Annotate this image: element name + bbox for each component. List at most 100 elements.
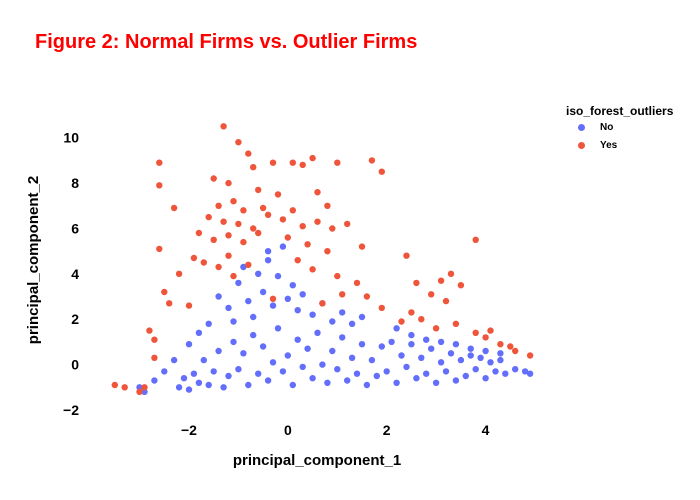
point-no bbox=[467, 352, 474, 359]
point-no bbox=[299, 363, 306, 371]
point-yes bbox=[442, 297, 450, 305]
point-yes bbox=[289, 159, 296, 166]
point-yes bbox=[329, 225, 336, 232]
x-tick-label: 0 bbox=[284, 422, 292, 438]
point-no bbox=[136, 384, 143, 391]
point-yes bbox=[264, 211, 272, 218]
point-no bbox=[240, 263, 247, 271]
point-yes bbox=[190, 254, 198, 262]
legend-label-no: No bbox=[600, 121, 614, 133]
legend-item-yes[interactable]: Yes bbox=[578, 136, 673, 154]
point-yes bbox=[146, 327, 153, 334]
data-points bbox=[111, 123, 534, 395]
point-no bbox=[195, 329, 203, 336]
point-no bbox=[512, 366, 519, 373]
point-yes bbox=[452, 320, 460, 327]
point-no bbox=[353, 370, 361, 377]
point-yes bbox=[215, 263, 222, 271]
point-no bbox=[264, 377, 272, 384]
point-yes bbox=[294, 257, 301, 264]
point-no bbox=[255, 270, 262, 277]
point-no bbox=[274, 272, 282, 280]
point-no bbox=[457, 356, 465, 364]
point-yes bbox=[225, 232, 232, 239]
point-no bbox=[497, 350, 504, 357]
point-no bbox=[423, 370, 430, 377]
point-no bbox=[289, 381, 296, 389]
point-no bbox=[151, 377, 158, 384]
point-yes bbox=[195, 229, 203, 237]
point-yes bbox=[245, 150, 252, 157]
point-no bbox=[403, 363, 410, 371]
point-yes bbox=[230, 198, 237, 205]
point-yes bbox=[250, 164, 257, 171]
point-yes bbox=[299, 161, 306, 169]
point-no bbox=[319, 361, 326, 368]
point-no bbox=[250, 313, 257, 321]
point-yes bbox=[185, 302, 193, 309]
point-no bbox=[264, 257, 272, 264]
point-yes bbox=[235, 220, 242, 228]
point-yes bbox=[403, 252, 410, 259]
point-yes bbox=[230, 272, 237, 280]
point-no bbox=[180, 375, 188, 382]
point-no bbox=[477, 354, 484, 361]
point-no bbox=[245, 381, 252, 389]
point-no bbox=[393, 325, 400, 332]
point-no bbox=[378, 343, 385, 350]
y-tick-label: 4 bbox=[71, 266, 79, 282]
point-no bbox=[245, 297, 252, 305]
point-no bbox=[259, 343, 267, 350]
point-yes bbox=[378, 168, 385, 175]
point-yes bbox=[166, 300, 173, 307]
y-tick-labels: −2 0 2 4 6 8 10 bbox=[63, 130, 79, 418]
point-no bbox=[200, 356, 207, 364]
point-yes bbox=[353, 279, 361, 287]
point-no bbox=[185, 386, 193, 393]
legend-swatch-yes bbox=[578, 141, 585, 149]
point-no bbox=[279, 243, 287, 250]
point-no bbox=[472, 366, 479, 373]
point-yes bbox=[269, 159, 277, 166]
point-no bbox=[432, 379, 440, 386]
point-no bbox=[294, 336, 301, 343]
point-no bbox=[339, 334, 346, 341]
point-no bbox=[442, 368, 450, 375]
point-yes bbox=[432, 325, 440, 332]
point-yes bbox=[156, 159, 163, 166]
point-no bbox=[492, 368, 499, 375]
point-no bbox=[388, 338, 395, 346]
point-no bbox=[289, 282, 296, 289]
point-no bbox=[368, 356, 376, 364]
point-yes bbox=[200, 259, 207, 266]
point-no bbox=[329, 347, 336, 355]
x-tick-labels: −2 0 2 4 bbox=[181, 422, 490, 438]
point-no bbox=[373, 372, 380, 380]
point-yes bbox=[472, 236, 479, 243]
point-yes bbox=[428, 291, 435, 298]
point-yes bbox=[368, 157, 376, 164]
point-yes bbox=[339, 291, 346, 298]
point-no bbox=[482, 375, 489, 382]
point-no bbox=[502, 370, 509, 377]
y-tick-label: 2 bbox=[71, 311, 79, 327]
point-no bbox=[309, 311, 316, 318]
point-yes bbox=[304, 241, 311, 248]
point-yes bbox=[274, 191, 282, 198]
point-yes bbox=[205, 213, 212, 221]
point-no bbox=[329, 318, 336, 325]
point-no bbox=[284, 352, 291, 359]
chart-title: Figure 2: Normal Firms vs. Outlier Firms bbox=[35, 31, 418, 53]
point-no bbox=[240, 350, 247, 357]
legend[interactable]: iso_forest_outliers No Yes bbox=[566, 104, 673, 154]
y-tick-label: 6 bbox=[71, 220, 79, 236]
point-yes bbox=[482, 334, 489, 341]
point-yes bbox=[334, 272, 341, 280]
point-no bbox=[344, 377, 351, 384]
point-yes bbox=[210, 236, 217, 243]
legend-item-no[interactable]: No bbox=[578, 118, 673, 136]
point-no bbox=[452, 341, 460, 348]
point-yes bbox=[398, 318, 405, 325]
point-yes bbox=[487, 327, 494, 334]
